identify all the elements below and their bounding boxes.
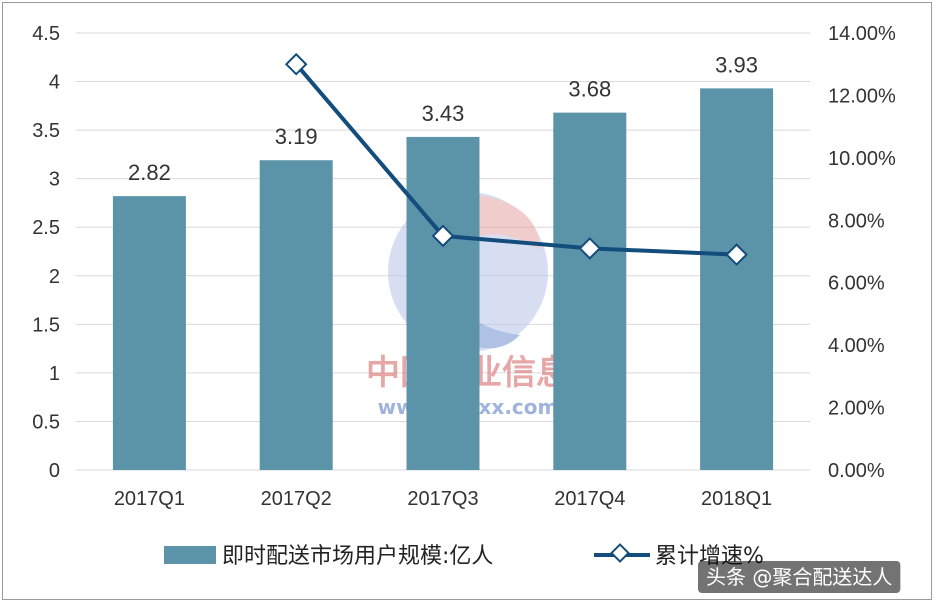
- left-tick-label: 3.5: [32, 120, 60, 142]
- bar: [112, 196, 186, 470]
- left-tick-label: 4: [49, 72, 60, 94]
- right-tick-label: 6.00%: [828, 273, 885, 295]
- line-marker: [431, 224, 455, 248]
- bar-data-label: 3.68: [568, 77, 611, 102]
- category-label: 2017Q3: [407, 488, 478, 510]
- right-tick-label: 2.00%: [828, 398, 885, 420]
- right-axis-ticks: 0.00% 2.00% 4.00% 6.00% 8.00% 10.00% 12.00% 14.…: [828, 23, 896, 482]
- category-label: 2017Q2: [261, 488, 332, 510]
- right-tick-label: 10.00%: [828, 148, 896, 170]
- left-tick-label: 2: [49, 266, 60, 288]
- right-tick-label: 14.00%: [828, 23, 896, 45]
- legend-bar-label: 即时配送市场用户规模:亿人: [222, 544, 493, 569]
- bar-data-labels: 2.82 3.19 3.43 3.68 3.93: [128, 52, 758, 185]
- line-marker: [284, 52, 308, 76]
- gridlines: [76, 32, 810, 471]
- bar-series: [112, 88, 774, 471]
- bar: [406, 136, 480, 471]
- legend-bar-swatch: [164, 546, 216, 564]
- bar-data-label: 2.82: [128, 160, 171, 185]
- legend-line-marker: [610, 543, 630, 563]
- right-tick-label: 4.00%: [828, 335, 885, 357]
- left-tick-label: 1: [49, 363, 60, 385]
- left-tick-label: 2.5: [32, 217, 60, 239]
- bar-data-label: 3.19: [275, 124, 318, 149]
- bar: [553, 112, 627, 471]
- bar: [259, 160, 333, 470]
- bar-data-label: 3.93: [715, 52, 758, 77]
- right-tick-label: 0.00%: [828, 460, 885, 482]
- line-marker: [725, 243, 748, 266]
- bar-data-label: 3.43: [422, 101, 465, 126]
- left-tick-label: 0.5: [32, 411, 60, 433]
- category-axis-labels: 2017Q1 2017Q2 2017Q3 2017Q4 2018Q1: [114, 488, 772, 510]
- credit-background: [698, 561, 901, 593]
- left-axis-ticks: 0 0.5 1 1.5 2 2.5 3 3.5 4 4.5: [32, 23, 60, 482]
- line-series: [284, 52, 748, 266]
- line-marker: [578, 237, 602, 260]
- left-tick-label: 3: [49, 169, 60, 191]
- left-tick-label: 0: [49, 460, 60, 482]
- line-path: [294, 62, 737, 257]
- category-label: 2018Q1: [701, 488, 772, 510]
- category-label: 2017Q4: [554, 488, 625, 510]
- right-tick-label: 8.00%: [828, 210, 885, 232]
- left-tick-label: 1.5: [32, 314, 60, 336]
- category-label: 2017Q1: [114, 488, 185, 510]
- right-tick-label: 12.00%: [828, 85, 896, 107]
- bar: [700, 88, 774, 470]
- legend: 即时配送市场用户规模:亿人 累计增速%: [164, 543, 764, 569]
- credit-text: 头条 @聚合配送达人: [706, 565, 892, 589]
- left-tick-label: 4.5: [32, 23, 60, 45]
